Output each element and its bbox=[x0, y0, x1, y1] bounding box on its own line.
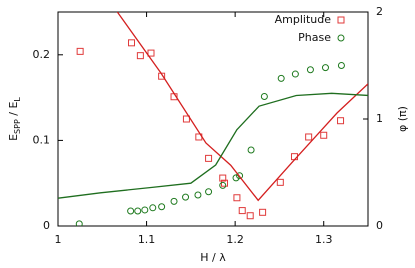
y-tick-label: 0.2 bbox=[33, 48, 51, 61]
plot-area bbox=[58, 12, 368, 226]
marker bbox=[219, 174, 227, 182]
y2-axis-label: φ (π) bbox=[396, 106, 409, 132]
y2-tick-label: 1 bbox=[376, 112, 383, 125]
marker bbox=[205, 188, 213, 196]
marker bbox=[170, 197, 178, 205]
marker bbox=[337, 117, 345, 125]
x-tick-label: 1.3 bbox=[315, 233, 333, 246]
legend-marker bbox=[337, 34, 345, 42]
y2-tick-label: 0 bbox=[376, 219, 383, 232]
marker bbox=[221, 179, 229, 187]
line bbox=[116, 12, 368, 202]
x-tick-label: 1.1 bbox=[138, 233, 156, 246]
marker bbox=[259, 208, 267, 216]
marker bbox=[149, 204, 157, 212]
y-label-sub: SPP bbox=[13, 119, 22, 134]
legend-label: Amplitude bbox=[275, 13, 332, 26]
y-label-part: E bbox=[7, 134, 20, 141]
marker bbox=[141, 206, 149, 214]
marker bbox=[337, 62, 345, 69]
marker bbox=[291, 70, 299, 78]
x-tick-label: 1.2 bbox=[226, 233, 244, 246]
legend-label: Phase bbox=[298, 31, 331, 44]
marker bbox=[233, 194, 241, 202]
marker bbox=[321, 64, 329, 72]
marker bbox=[277, 74, 285, 82]
marker bbox=[75, 220, 83, 226]
marker bbox=[260, 93, 268, 101]
legend-marker bbox=[337, 16, 345, 24]
marker bbox=[320, 131, 328, 139]
marker bbox=[219, 181, 227, 189]
marker bbox=[306, 66, 314, 74]
y2-tick-label: 2 bbox=[376, 5, 383, 18]
marker bbox=[305, 133, 313, 141]
y-label-part: / E bbox=[7, 102, 20, 120]
marker bbox=[236, 172, 244, 180]
marker bbox=[182, 193, 190, 201]
marker bbox=[182, 115, 190, 123]
marker bbox=[232, 174, 240, 182]
marker bbox=[134, 207, 142, 215]
marker bbox=[205, 154, 213, 162]
y-axis-label: ESPP / EL bbox=[7, 97, 22, 141]
marker bbox=[194, 191, 202, 199]
marker bbox=[147, 49, 155, 57]
marker bbox=[127, 207, 135, 215]
x-tick-label: 1 bbox=[55, 233, 62, 246]
marker bbox=[136, 52, 144, 60]
y-label-sub: L bbox=[13, 97, 22, 102]
marker bbox=[246, 212, 254, 220]
line bbox=[58, 92, 368, 199]
y-tick-label: 0 bbox=[43, 219, 50, 232]
marker bbox=[238, 207, 246, 215]
x-axis-label: H / λ bbox=[200, 251, 226, 264]
marker bbox=[128, 39, 136, 47]
plot-frame bbox=[57, 11, 369, 227]
marker bbox=[76, 47, 84, 55]
marker bbox=[158, 203, 166, 211]
marker bbox=[276, 178, 284, 186]
marker bbox=[247, 146, 255, 154]
y-tick-label: 0.1 bbox=[33, 133, 51, 146]
